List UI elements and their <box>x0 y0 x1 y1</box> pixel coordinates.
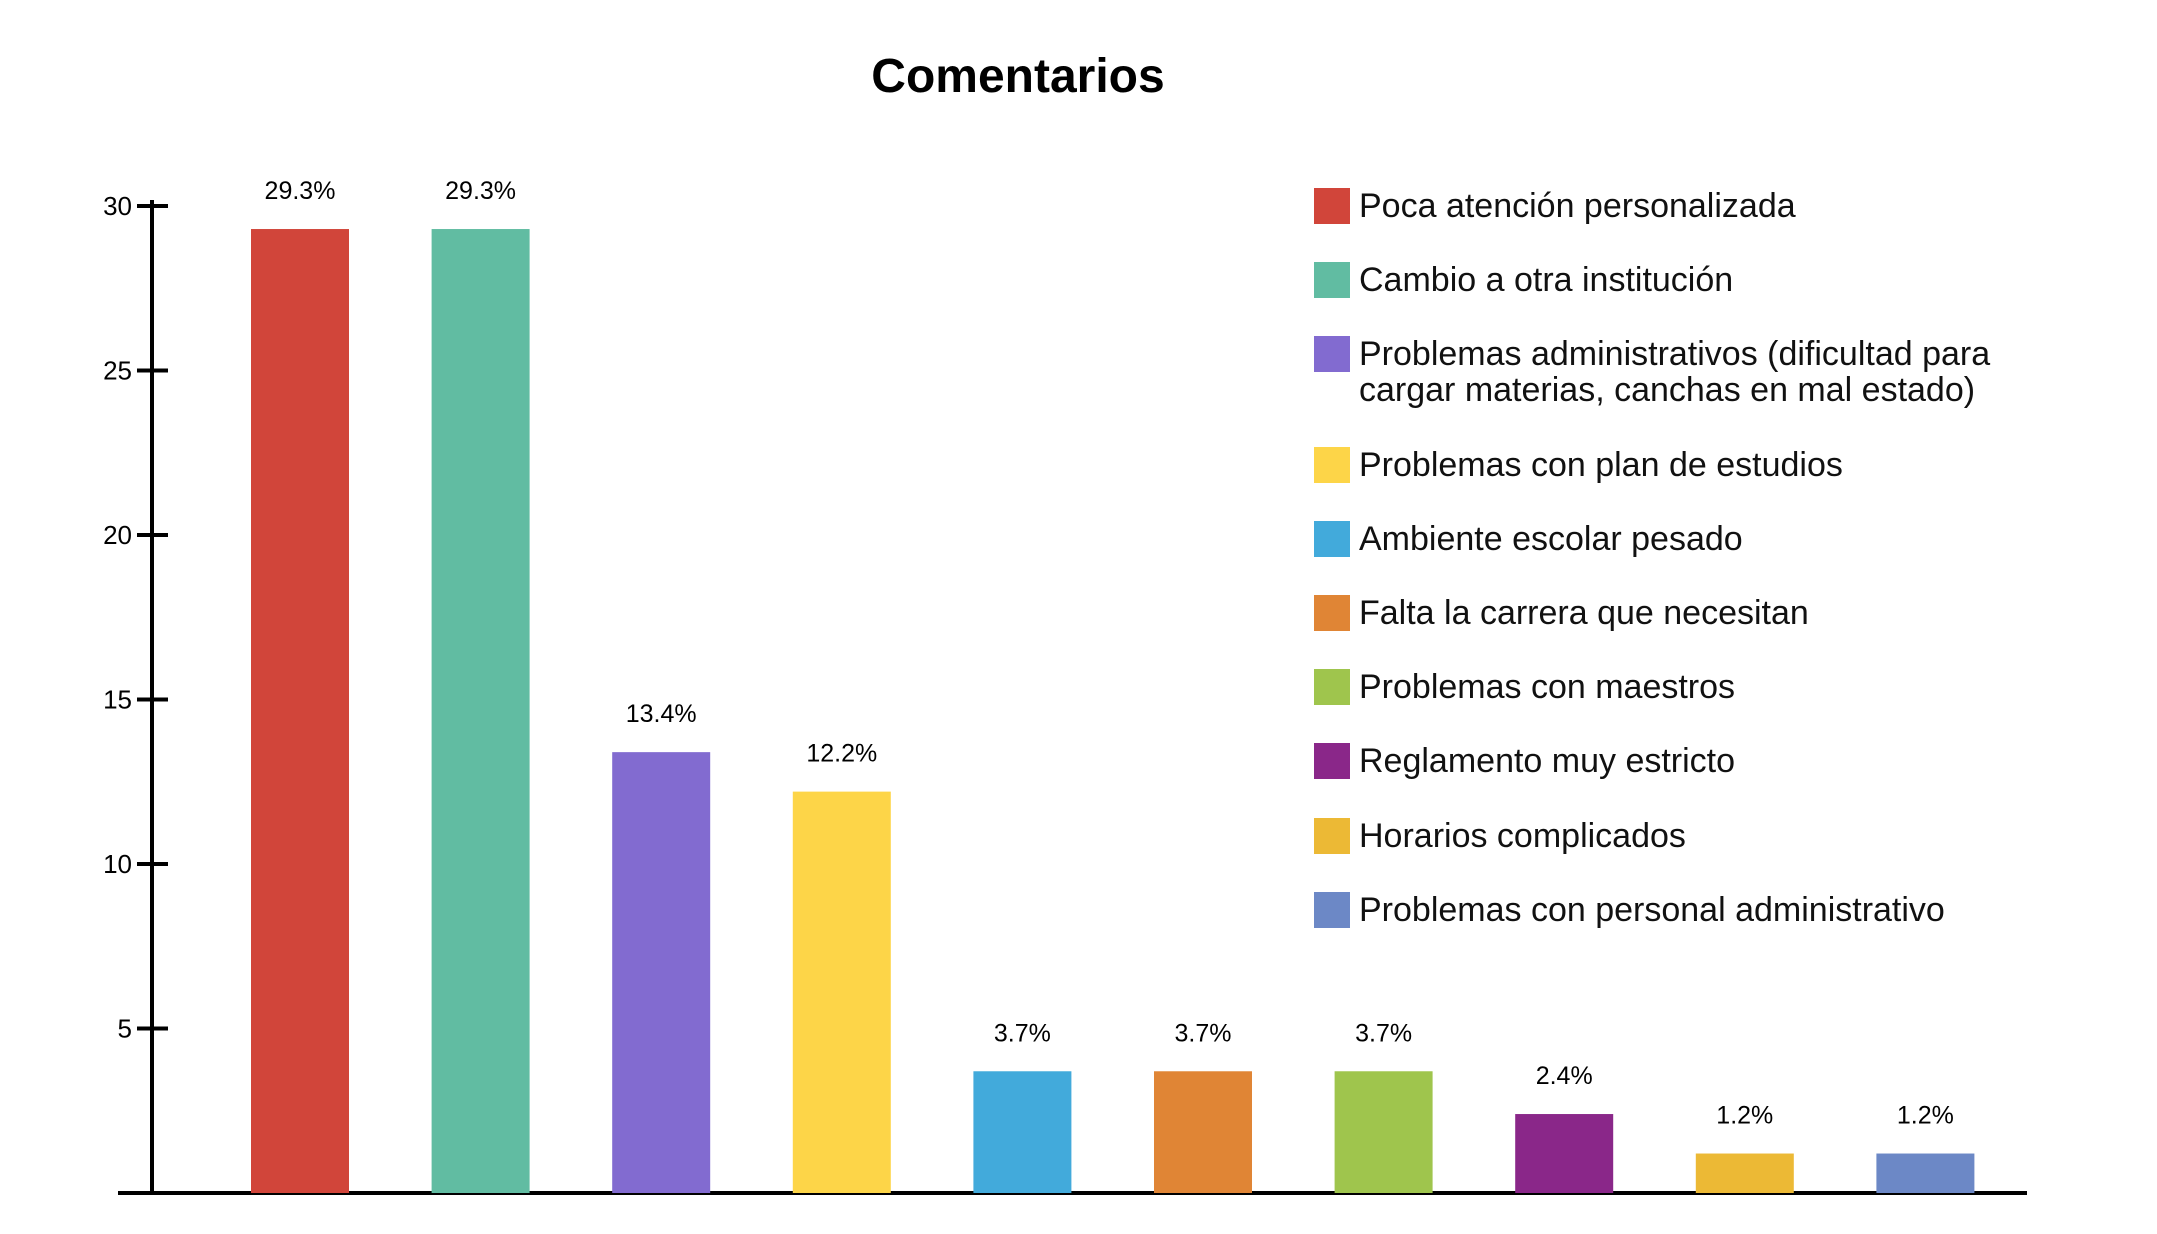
bar-9 <box>1695 1153 1794 1193</box>
legend-swatch-6 <box>1314 595 1350 631</box>
legend-swatch-3 <box>1314 336 1350 372</box>
legend-label-10: Problemas con personal administrativo <box>1359 891 1945 929</box>
data-label-2: 29.3% <box>445 177 516 205</box>
chart-title: Comentarios <box>871 50 1164 103</box>
legend-label-2: Cambio a otra institución <box>1359 261 1733 299</box>
y-tick-label: 5 <box>118 1014 132 1044</box>
bar-10 <box>1876 1153 1975 1193</box>
legend-swatch-7 <box>1314 669 1350 705</box>
legend-swatch-9 <box>1314 818 1350 854</box>
data-label-7: 3.7% <box>1355 1019 1412 1047</box>
y-tick-label: 20 <box>103 520 132 550</box>
legend-label-3: cargar materias, canchas en mal estado) <box>1359 371 1975 409</box>
data-label-8: 2.4% <box>1536 1062 1593 1090</box>
y-tick-label: 30 <box>103 191 132 221</box>
bar-5 <box>973 1071 1072 1193</box>
data-label-9: 1.2% <box>1716 1102 1773 1130</box>
bar-7 <box>1334 1071 1433 1193</box>
data-label-1: 29.3% <box>265 177 336 205</box>
data-label-6: 3.7% <box>1175 1019 1232 1047</box>
legend-label-7: Problemas con maestros <box>1359 668 1735 706</box>
legend-label-3: Problemas administrativos (dificultad pa… <box>1359 335 1990 373</box>
bar-2 <box>431 229 530 1193</box>
y-tick-label: 25 <box>103 356 132 386</box>
y-tick-label: 10 <box>103 849 132 879</box>
legend-swatch-2 <box>1314 262 1350 298</box>
bar-8 <box>1515 1114 1614 1193</box>
legend-label-8: Reglamento muy estricto <box>1359 742 1735 780</box>
legend-swatch-8 <box>1314 743 1350 779</box>
bar-4 <box>792 791 891 1193</box>
data-label-10: 1.2% <box>1897 1102 1954 1130</box>
data-label-3: 13.4% <box>626 700 697 728</box>
y-tick-label: 15 <box>103 685 132 715</box>
bar-6 <box>1154 1071 1252 1193</box>
legend-swatch-4 <box>1314 447 1350 483</box>
bars: 29.3% 29.3% 13.4% 12.2% 3.7% 3.7% 3.7% 2.4% 1.2%… <box>251 177 1975 1193</box>
bar-3 <box>612 752 711 1193</box>
legend-label-1: Poca atención personalizada <box>1359 187 1796 225</box>
legend: Poca atención personalizada Cambio a otra… <box>1314 187 1990 929</box>
bar-1 <box>251 229 349 1193</box>
legend-swatch-10 <box>1314 892 1350 928</box>
legend-label-4: Problemas con plan de estudios <box>1359 446 1843 484</box>
legend-label-5: Ambiente escolar pesado <box>1359 520 1743 558</box>
data-label-5: 3.7% <box>994 1019 1051 1047</box>
legend-label-6: Falta la carrera que necesitan <box>1359 594 1809 632</box>
legend-swatch-1 <box>1314 188 1350 224</box>
legend-swatch-5 <box>1314 521 1350 557</box>
legend-label-9: Horarios complicados <box>1359 817 1686 855</box>
data-label-4: 12.2% <box>806 740 877 768</box>
